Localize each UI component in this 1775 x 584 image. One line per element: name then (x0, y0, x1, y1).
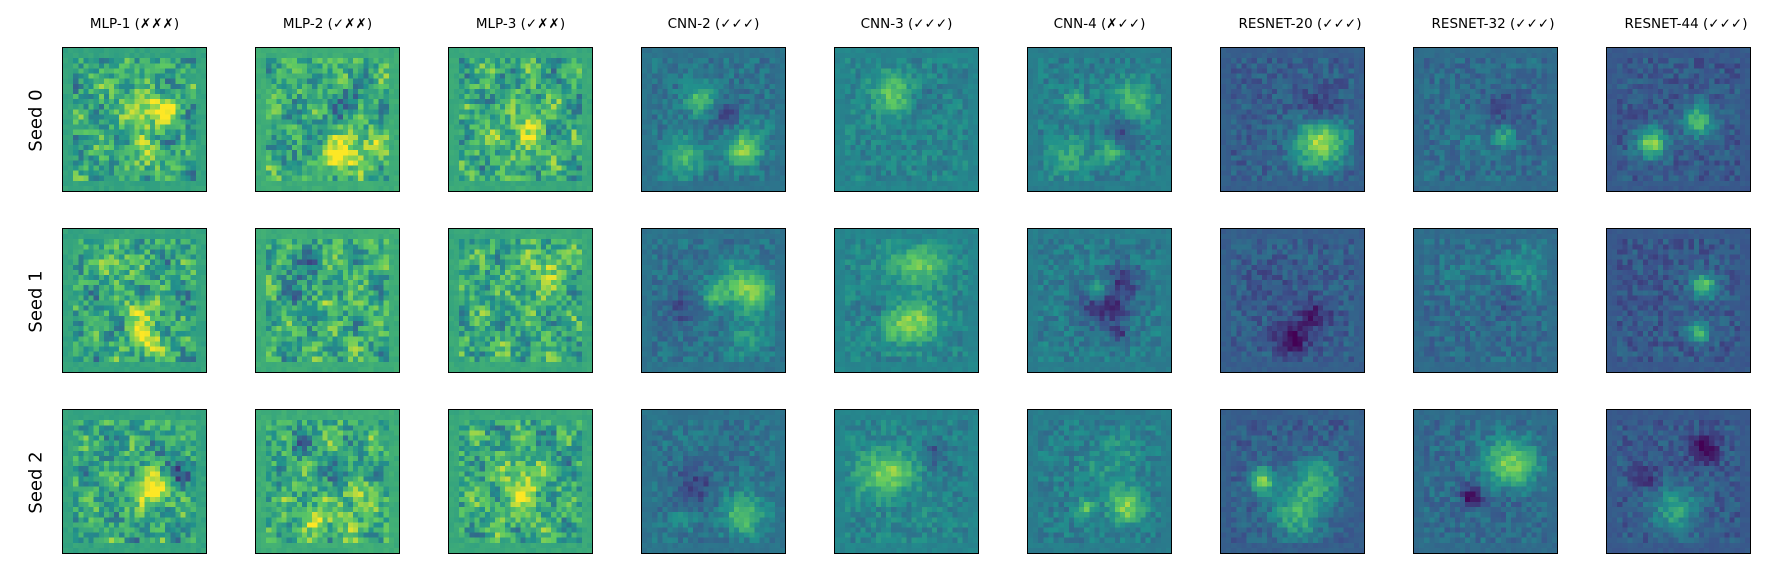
row-label-seed-2: Seed 2 (26, 409, 47, 555)
row-label-seed-1: Seed 1 (26, 228, 47, 374)
heatmap-panel-1-2 (448, 228, 593, 373)
heatmap-panel-1-5 (1027, 228, 1172, 373)
heatmap-panel-2-8 (1606, 409, 1751, 554)
heatmap-panel-1-7 (1413, 228, 1558, 373)
column-title-cnn-3: CNN-3 (✓✓✓) (834, 16, 979, 36)
column-title-resnet-44: RESNET-44 (✓✓✓) (1596, 16, 1775, 36)
heatmap-panel-1-1 (255, 228, 400, 373)
heatmap-panel-0-8 (1606, 47, 1751, 192)
heatmap-panel-2-0 (62, 409, 207, 554)
heatmap-panel-1-0 (62, 228, 207, 373)
heatmap-panel-2-6 (1220, 409, 1365, 554)
heatmap-panel-2-7 (1413, 409, 1558, 554)
heatmap-panel-0-0 (62, 47, 207, 192)
column-title-resnet-20: RESNET-20 (✓✓✓) (1210, 16, 1390, 36)
heatmap-panel-1-8 (1606, 228, 1751, 373)
column-title-mlp-3: MLP-3 (✓✗✗) (448, 16, 593, 36)
column-title-cnn-4: CNN-4 (✗✓✓) (1027, 16, 1172, 36)
column-title-mlp-1: MLP-1 (✗✗✗) (62, 16, 207, 36)
heatmap-panel-0-7 (1413, 47, 1558, 192)
heatmap-panel-0-2 (448, 47, 593, 192)
heatmap-panel-0-6 (1220, 47, 1365, 192)
row-label-seed-0: Seed 0 (26, 47, 47, 193)
heatmap-panel-0-3 (641, 47, 786, 192)
column-title-cnn-2: CNN-2 (✓✓✓) (641, 16, 786, 36)
heatmap-panel-1-4 (834, 228, 979, 373)
column-title-mlp-2: MLP-2 (✓✗✗) (255, 16, 400, 36)
heatmap-panel-0-4 (834, 47, 979, 192)
heatmap-panel-2-4 (834, 409, 979, 554)
column-title-resnet-32: RESNET-32 (✓✓✓) (1403, 16, 1583, 36)
heatmap-panel-2-3 (641, 409, 786, 554)
heatmap-panel-1-3 (641, 228, 786, 373)
heatmap-panel-0-1 (255, 47, 400, 192)
heatmap-panel-2-5 (1027, 409, 1172, 554)
heatmap-panel-0-5 (1027, 47, 1172, 192)
heatmap-panel-1-6 (1220, 228, 1365, 373)
heatmap-panel-2-2 (448, 409, 593, 554)
heatmap-panel-2-1 (255, 409, 400, 554)
